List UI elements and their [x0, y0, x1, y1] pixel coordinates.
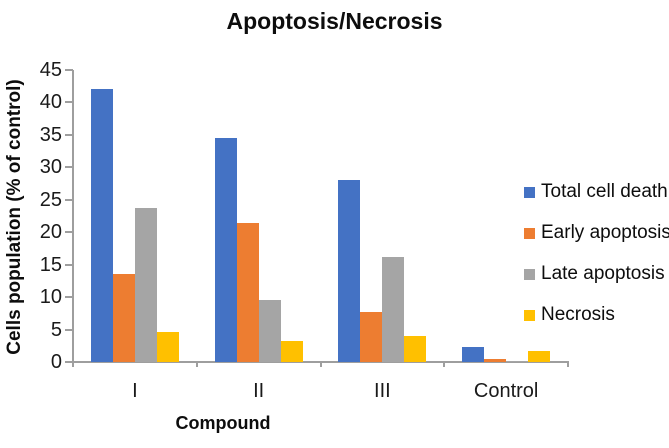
legend-marker-total-cell-death — [524, 186, 535, 198]
legend: Total cell death Early apoptosis Late apop… — [524, 181, 669, 326]
bar-total-cell-death-control — [462, 347, 485, 362]
y-tick-mark-20 — [65, 231, 73, 234]
y-tick-label-5: 5 — [50, 318, 62, 341]
y-tick-label-25: 25 — [39, 188, 62, 211]
bar-necrosis-ii — [280, 340, 303, 362]
bar-group-control — [444, 70, 568, 362]
x-tick-mark-4 — [567, 361, 569, 367]
legend-item-necrosis: Necrosis — [524, 304, 669, 326]
y-tick-mark-35 — [65, 133, 73, 136]
x-axis-label-iii: III — [374, 380, 391, 402]
plot-area — [73, 70, 568, 362]
bar-early-apoptosis-i — [112, 274, 135, 362]
bar-necrosis-iii — [404, 336, 427, 362]
y-tick-mark-15 — [65, 263, 73, 266]
x-axis-label-control: Control — [473, 380, 539, 402]
bar-late-apoptosis-control — [506, 361, 529, 362]
legend-label-early-apoptosis: Early apoptosis — [541, 222, 669, 243]
bar-total-cell-death-i — [90, 89, 113, 362]
y-tick-mark-30 — [65, 166, 73, 169]
legend-item-late-apoptosis: Late apoptosis — [524, 263, 669, 285]
chart-title: Apoptosis/Necrosis — [226, 8, 443, 34]
x-tick-mark-0 — [72, 361, 74, 367]
bar-total-cell-death-ii — [214, 138, 237, 362]
y-tick-label-15: 15 — [39, 253, 62, 276]
x-axis-title: Compound — [175, 413, 271, 433]
bar-late-apoptosis-i — [134, 207, 157, 362]
y-tick-label-20: 20 — [39, 221, 62, 244]
bar-necrosis-i — [156, 331, 179, 362]
legend-label-total-cell-death: Total cell death — [541, 181, 668, 202]
x-tick-mark-1 — [195, 361, 198, 367]
y-tick-label-10: 10 — [39, 286, 62, 309]
x-tick-mark-3 — [443, 361, 446, 367]
legend-item-early-apoptosis: Early apoptosis — [524, 222, 669, 244]
y-tick-label-45: 45 — [39, 59, 62, 81]
bar-early-apoptosis-iii — [360, 312, 383, 362]
bar-group-ii — [197, 70, 321, 362]
y-tick-label-0: 0 — [50, 351, 62, 373]
x-axis-line — [66, 361, 568, 363]
x-axis-label-ii: II — [253, 380, 265, 402]
bar-necrosis-control — [528, 350, 551, 362]
y-tick-label-40: 40 — [39, 91, 62, 114]
bar-early-apoptosis-control — [484, 359, 507, 362]
y-tick-label-35: 35 — [39, 123, 62, 146]
y-tick-label-30: 30 — [39, 156, 62, 179]
bar-late-apoptosis-iii — [382, 256, 405, 362]
x-axis-labels: I II III Control — [73, 380, 568, 403]
y-tick-mark-5 — [65, 328, 73, 331]
bar-late-apoptosis-ii — [258, 300, 281, 362]
bar-early-apoptosis-ii — [236, 223, 259, 362]
bar-group-iii — [321, 70, 445, 362]
y-tick-mark-25 — [65, 198, 73, 201]
legend-marker-late-apoptosis — [524, 268, 535, 280]
legend-item-total-cell-death: Total cell death — [524, 181, 669, 203]
y-axis-line — [72, 70, 74, 362]
legend-marker-necrosis — [524, 309, 535, 321]
bar-group-i — [73, 70, 197, 362]
legend-marker-early-apoptosis — [524, 227, 535, 239]
legend-label-late-apoptosis: Late apoptosis — [541, 263, 665, 284]
y-tick-mark-40 — [65, 101, 73, 104]
bar-total-cell-death-iii — [338, 180, 361, 362]
legend-label-necrosis: Necrosis — [541, 304, 615, 325]
x-tick-mark-2 — [319, 361, 322, 367]
x-axis-label-i: I — [132, 380, 138, 402]
y-tick-mark-10 — [65, 296, 73, 299]
y-tick-mark-45 — [65, 69, 73, 71]
